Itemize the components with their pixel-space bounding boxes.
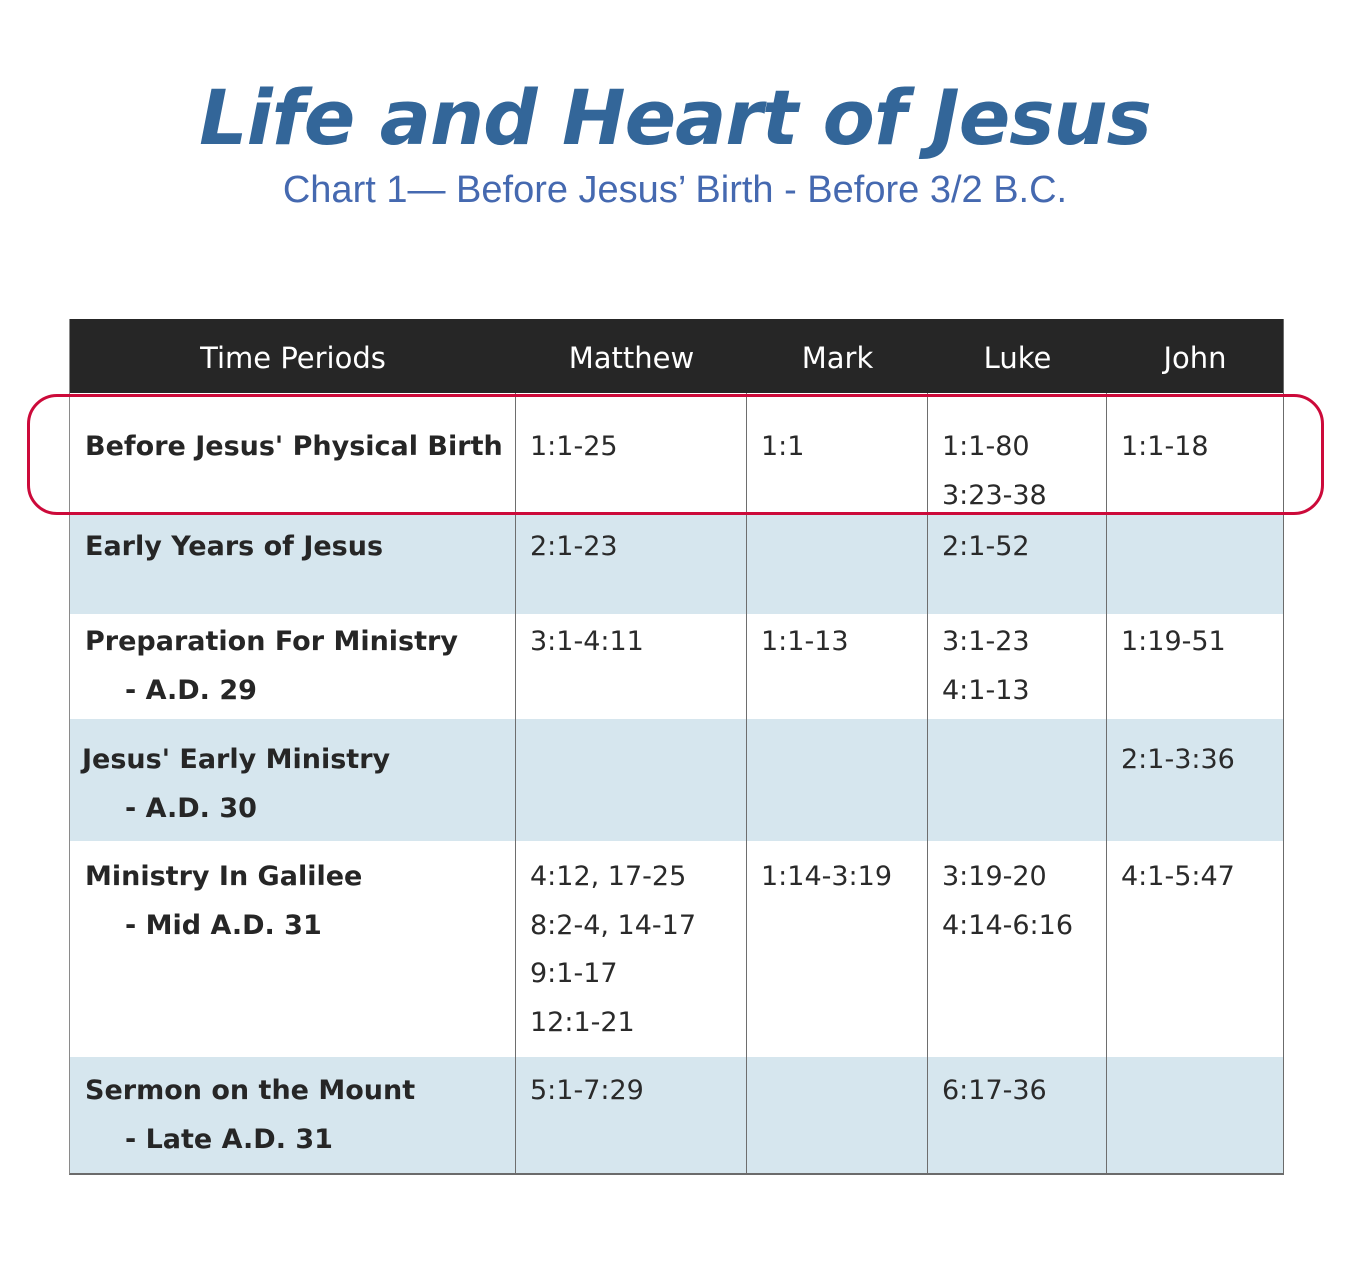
table-row: Sermon on the Mount - Late A.D. 31 5:1-7… bbox=[70, 1057, 1283, 1173]
reference: 1:19-51 bbox=[1121, 626, 1226, 657]
reference: 4:1-5:47 bbox=[1121, 861, 1235, 892]
chart-title: Life and Heart of Jesus bbox=[199, 73, 1152, 162]
mark-cell: 1:14-3:19 bbox=[747, 841, 928, 1057]
matthew-cell: 4:12, 17-25 8:2-4, 14-17 9:1-17 12:1-21 bbox=[516, 841, 747, 1057]
period-label: Sermon on the Mount bbox=[85, 1075, 416, 1106]
column-header-mark: Mark bbox=[801, 341, 874, 375]
matthew-cell: 1:1-25 bbox=[516, 393, 747, 515]
time-period-cell: Early Years of Jesus bbox=[70, 515, 516, 614]
period-label: Preparation For Ministry bbox=[85, 626, 458, 657]
reference: 1:14-3:19 bbox=[761, 861, 893, 892]
matthew-cell bbox=[516, 719, 747, 841]
reference: 1:1-13 bbox=[761, 626, 849, 657]
mark-cell: 1:1 bbox=[747, 393, 928, 515]
reference: 4:12, 17-25 bbox=[530, 861, 687, 892]
period-label: Ministry In Galilee bbox=[85, 861, 363, 892]
luke-cell: 2:1-52 bbox=[928, 515, 1107, 614]
reference: 9:1-17 bbox=[530, 958, 618, 989]
column-header-time-periods: Time Periods bbox=[200, 341, 386, 375]
column-header-luke: Luke bbox=[983, 341, 1052, 375]
reference: 6:17-36 bbox=[942, 1075, 1047, 1106]
john-cell: 1:1-18 bbox=[1107, 393, 1283, 515]
luke-cell: 3:1-23 4:1-13 bbox=[928, 614, 1107, 719]
mark-cell bbox=[747, 515, 928, 614]
luke-cell bbox=[928, 719, 1107, 841]
reference: 4:1-13 bbox=[942, 674, 1030, 706]
column-header-matthew: Matthew bbox=[568, 341, 695, 375]
period-label: Before Jesus' Physical Birth bbox=[85, 431, 503, 462]
reference: 8:2-4, 14-17 bbox=[530, 909, 696, 941]
table-row: Preparation For Ministry - A.D. 29 3:1-4… bbox=[70, 614, 1283, 719]
table-row: Jesus' Early Ministry - A.D. 30 2:1-3:36 bbox=[70, 719, 1283, 841]
reference: 2:1-23 bbox=[530, 531, 618, 562]
period-label: Early Years of Jesus bbox=[85, 531, 384, 562]
period-date: - Mid A.D. 31 bbox=[125, 909, 322, 941]
reference: 5:1-7:29 bbox=[530, 1075, 644, 1106]
john-cell: 2:1-3:36 bbox=[1107, 719, 1283, 841]
table-row: Before Jesus' Physical Birth 1:1-25 1:1 … bbox=[70, 393, 1283, 515]
reference: 3:1-4:11 bbox=[530, 626, 644, 657]
column-header-john: John bbox=[1163, 341, 1227, 375]
table-row: Ministry In Galilee - Mid A.D. 31 4:12, … bbox=[70, 841, 1283, 1057]
reference: 3:1-23 bbox=[942, 626, 1030, 657]
matthew-cell: 2:1-23 bbox=[516, 515, 747, 614]
john-cell bbox=[1107, 1057, 1283, 1173]
matthew-cell: 3:1-4:11 bbox=[516, 614, 747, 719]
reference: 3:19-20 bbox=[942, 861, 1047, 892]
reference: 2:1-3:36 bbox=[1121, 744, 1235, 775]
time-period-cell: Jesus' Early Ministry - A.D. 30 bbox=[70, 719, 516, 841]
time-period-cell: Preparation For Ministry - A.D. 29 bbox=[70, 614, 516, 719]
mark-cell bbox=[747, 1057, 928, 1173]
time-period-cell: Ministry In Galilee - Mid A.D. 31 bbox=[70, 841, 516, 1057]
mark-cell bbox=[747, 719, 928, 841]
period-label: Jesus' Early Ministry bbox=[82, 744, 391, 775]
time-period-cell: Sermon on the Mount - Late A.D. 31 bbox=[70, 1057, 516, 1173]
luke-cell: 3:19-20 4:14-6:16 bbox=[928, 841, 1107, 1057]
reference: 1:1 bbox=[761, 431, 805, 462]
period-date: - Late A.D. 31 bbox=[125, 1123, 333, 1155]
luke-cell: 6:17-36 bbox=[928, 1057, 1107, 1173]
gospel-harmony-table: Time Periods Matthew Mark Luke John Befo… bbox=[69, 319, 1284, 1175]
reference: 1:1-18 bbox=[1121, 431, 1209, 462]
period-date: - A.D. 30 bbox=[125, 792, 257, 824]
reference: 3:23-38 bbox=[942, 479, 1047, 511]
john-cell bbox=[1107, 515, 1283, 614]
chart-subtitle: Chart 1— Before Jesus’ Birth - Before 3/… bbox=[282, 169, 1068, 211]
luke-cell: 1:1-80 3:23-38 bbox=[928, 393, 1107, 515]
reference: 4:14-6:16 bbox=[942, 909, 1074, 941]
mark-cell: 1:1-13 bbox=[747, 614, 928, 719]
table-row: Early Years of Jesus 2:1-23 2:1-52 bbox=[70, 515, 1283, 614]
reference: 1:1-80 bbox=[942, 431, 1030, 462]
table-header: Time Periods Matthew Mark Luke John bbox=[70, 319, 1283, 393]
period-date: - A.D. 29 bbox=[125, 674, 257, 706]
reference: 1:1-25 bbox=[530, 431, 618, 462]
reference: 2:1-52 bbox=[942, 531, 1030, 562]
john-cell: 1:19-51 bbox=[1107, 614, 1283, 719]
john-cell: 4:1-5:47 bbox=[1107, 841, 1283, 1057]
time-period-cell: Before Jesus' Physical Birth bbox=[70, 393, 516, 515]
matthew-cell: 5:1-7:29 bbox=[516, 1057, 747, 1173]
reference: 12:1-21 bbox=[530, 1006, 635, 1038]
